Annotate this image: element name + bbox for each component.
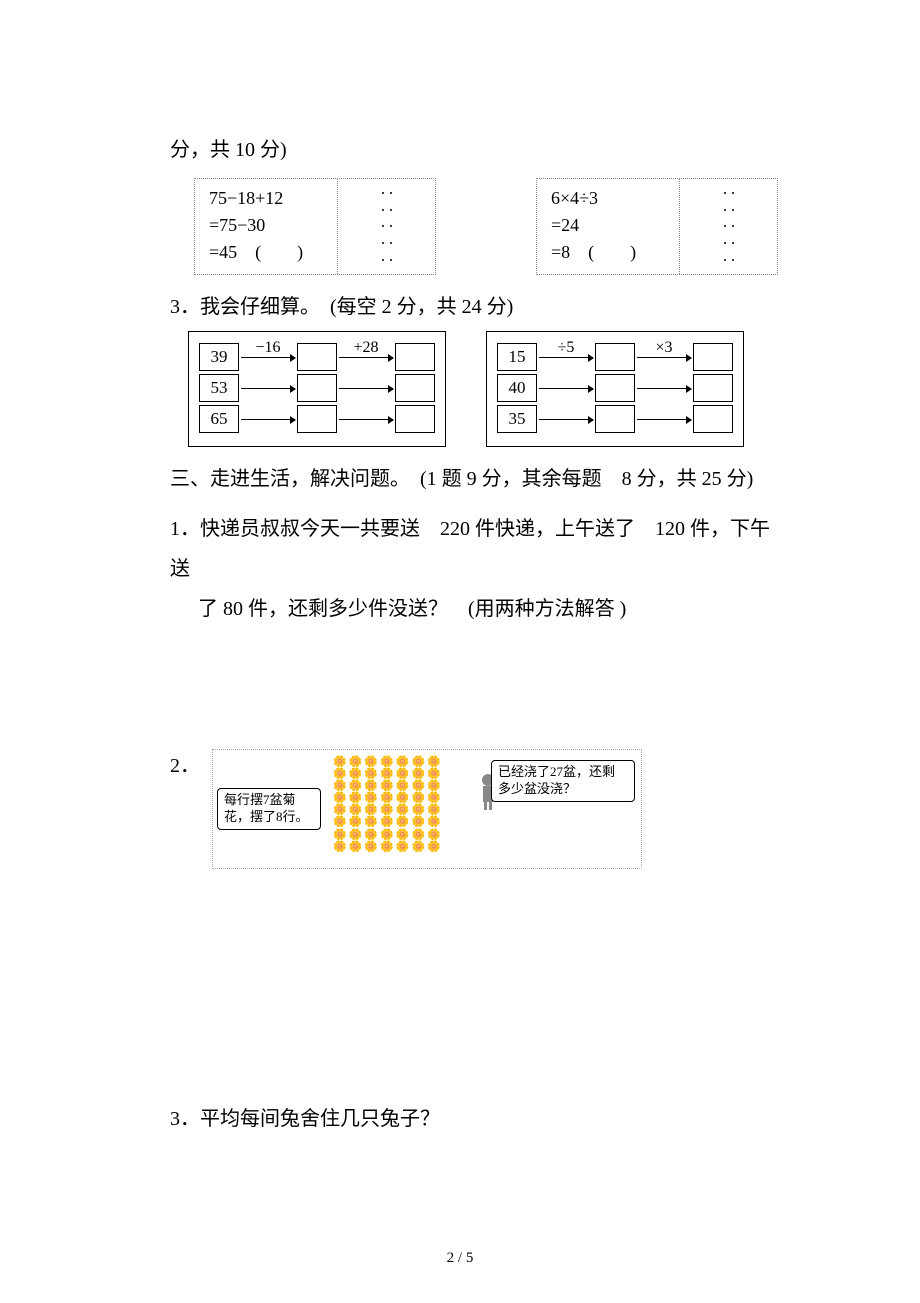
speech-right: 已经浇了27盆，还剩多少盆没浇？ bbox=[491, 760, 635, 802]
flow-right-op2: ×3 bbox=[637, 339, 691, 357]
flow-left-start-0: 39 bbox=[199, 343, 239, 371]
arrow bbox=[241, 419, 295, 420]
arrow: +28 bbox=[339, 357, 393, 358]
answer-box[interactable] bbox=[693, 374, 733, 402]
flow-right-row-0: 15 ÷5 ×3 bbox=[497, 343, 733, 371]
judge-box-1-dots bbox=[337, 179, 435, 274]
flow-left-row-0: 39 −16 +28 bbox=[199, 343, 435, 371]
answer-box[interactable] bbox=[595, 374, 635, 402]
flow-right-start-0: 15 bbox=[497, 343, 537, 371]
s3-q2-number: 2． bbox=[170, 749, 204, 778]
flow-right-start-2: 35 bbox=[497, 405, 537, 433]
arrow bbox=[339, 419, 393, 420]
flower-pots-icon: 🌼🌼🌼🌼🌼🌼🌼 🌼🌼🌼🌼🌼🌼🌼 🌼🌼🌼🌼🌼🌼🌼 🌼🌼🌼🌼🌼🌼🌼 🌼🌼🌼🌼🌼🌼🌼 … bbox=[333, 756, 443, 853]
judge-box-1-work: 75−18+12 =75−30 =45 ( ) bbox=[195, 179, 337, 274]
flow-right-op1: ÷5 bbox=[539, 339, 593, 357]
flow-left-start-2: 65 bbox=[199, 405, 239, 433]
s3-q1-line2: 了 80 件，还剩多少件没送？ (用两种方法解答 ) bbox=[198, 589, 780, 629]
flow-left-row-1: 53 bbox=[199, 374, 435, 402]
judge-box-2-dots bbox=[679, 179, 777, 274]
judge1-line1: 75−18+12 bbox=[209, 185, 329, 212]
judge1-line2: =75−30 bbox=[209, 212, 329, 239]
flow-left-start-1: 53 bbox=[199, 374, 239, 402]
judge2-line3: =8 ( ) bbox=[551, 239, 671, 266]
answer-box[interactable] bbox=[395, 374, 435, 402]
judge-box-2-work: 6×4÷3 =24 =8 ( ) bbox=[537, 179, 679, 274]
judge1-line3: =45 ( ) bbox=[209, 239, 329, 266]
flow-diagrams: 39 −16 +28 53 65 bbox=[188, 331, 780, 447]
flow-right-row-1: 40 bbox=[497, 374, 733, 402]
judge-row: 75−18+12 =75−30 =45 ( ) 6×4÷3 =24 =8 ( ) bbox=[194, 178, 780, 275]
answer-box[interactable] bbox=[395, 405, 435, 433]
answer-box[interactable] bbox=[297, 374, 337, 402]
arrow bbox=[539, 388, 593, 389]
flow-right: 15 ÷5 ×3 40 35 bbox=[486, 331, 744, 447]
arrow: ×3 bbox=[637, 357, 691, 358]
arrow: ÷5 bbox=[539, 357, 593, 358]
arrow bbox=[637, 419, 691, 420]
arrow bbox=[339, 388, 393, 389]
answer-box[interactable] bbox=[595, 343, 635, 371]
flow-right-row-2: 35 bbox=[497, 405, 733, 433]
arrow bbox=[637, 388, 691, 389]
answer-box[interactable] bbox=[693, 343, 733, 371]
s3-q3: 3．平均每间兔舍住几只兔子？ bbox=[170, 1099, 780, 1139]
section3-heading: 三、走进生活，解决问题。 (1 题 9 分，其余每题 8 分，共 25 分) bbox=[170, 459, 780, 499]
s3-q2-illustration: 每行摆7盆菊花，摆了8行。 🌼🌼🌼🌼🌼🌼🌼 🌼🌼🌼🌼🌼🌼🌼 🌼🌼🌼🌼🌼🌼🌼 🌼🌼… bbox=[212, 749, 642, 869]
page: 分，共 10 分) 75−18+12 =75−30 =45 ( ) 6×4÷3 … bbox=[0, 0, 920, 1303]
judge2-line2: =24 bbox=[551, 212, 671, 239]
prev-page-fragment: 分，共 10 分) bbox=[170, 130, 780, 170]
flow-left-row-2: 65 bbox=[199, 405, 435, 433]
judge-box-2: 6×4÷3 =24 =8 ( ) bbox=[536, 178, 778, 275]
flow-left: 39 −16 +28 53 65 bbox=[188, 331, 446, 447]
speech-left: 每行摆7盆菊花，摆了8行。 bbox=[217, 788, 321, 830]
arrow bbox=[241, 388, 295, 389]
answer-box[interactable] bbox=[693, 405, 733, 433]
judge2-line1: 6×4÷3 bbox=[551, 185, 671, 212]
arrow bbox=[539, 419, 593, 420]
answer-box[interactable] bbox=[297, 343, 337, 371]
answer-box[interactable] bbox=[395, 343, 435, 371]
s3-q2: 2． 每行摆7盆菊花，摆了8行。 🌼🌼🌼🌼🌼🌼🌼 🌼🌼🌼🌼🌼🌼🌼 🌼🌼🌼🌼🌼🌼🌼… bbox=[170, 749, 780, 869]
flow-right-start-1: 40 bbox=[497, 374, 537, 402]
s3-q1-line1: 1．快递员叔叔今天一共要送 220 件快递，上午送了 120 件，下午送 bbox=[170, 509, 780, 589]
q3-heading: 3．我会仔细算。 (每空 2 分，共 24 分) bbox=[170, 287, 780, 327]
flow-left-op1: −16 bbox=[241, 339, 295, 357]
answer-box[interactable] bbox=[297, 405, 337, 433]
arrow: −16 bbox=[241, 357, 295, 358]
flow-left-op2: +28 bbox=[339, 339, 393, 357]
answer-box[interactable] bbox=[595, 405, 635, 433]
judge-box-1: 75−18+12 =75−30 =45 ( ) bbox=[194, 178, 436, 275]
page-footer: 2 / 5 bbox=[0, 1250, 920, 1267]
